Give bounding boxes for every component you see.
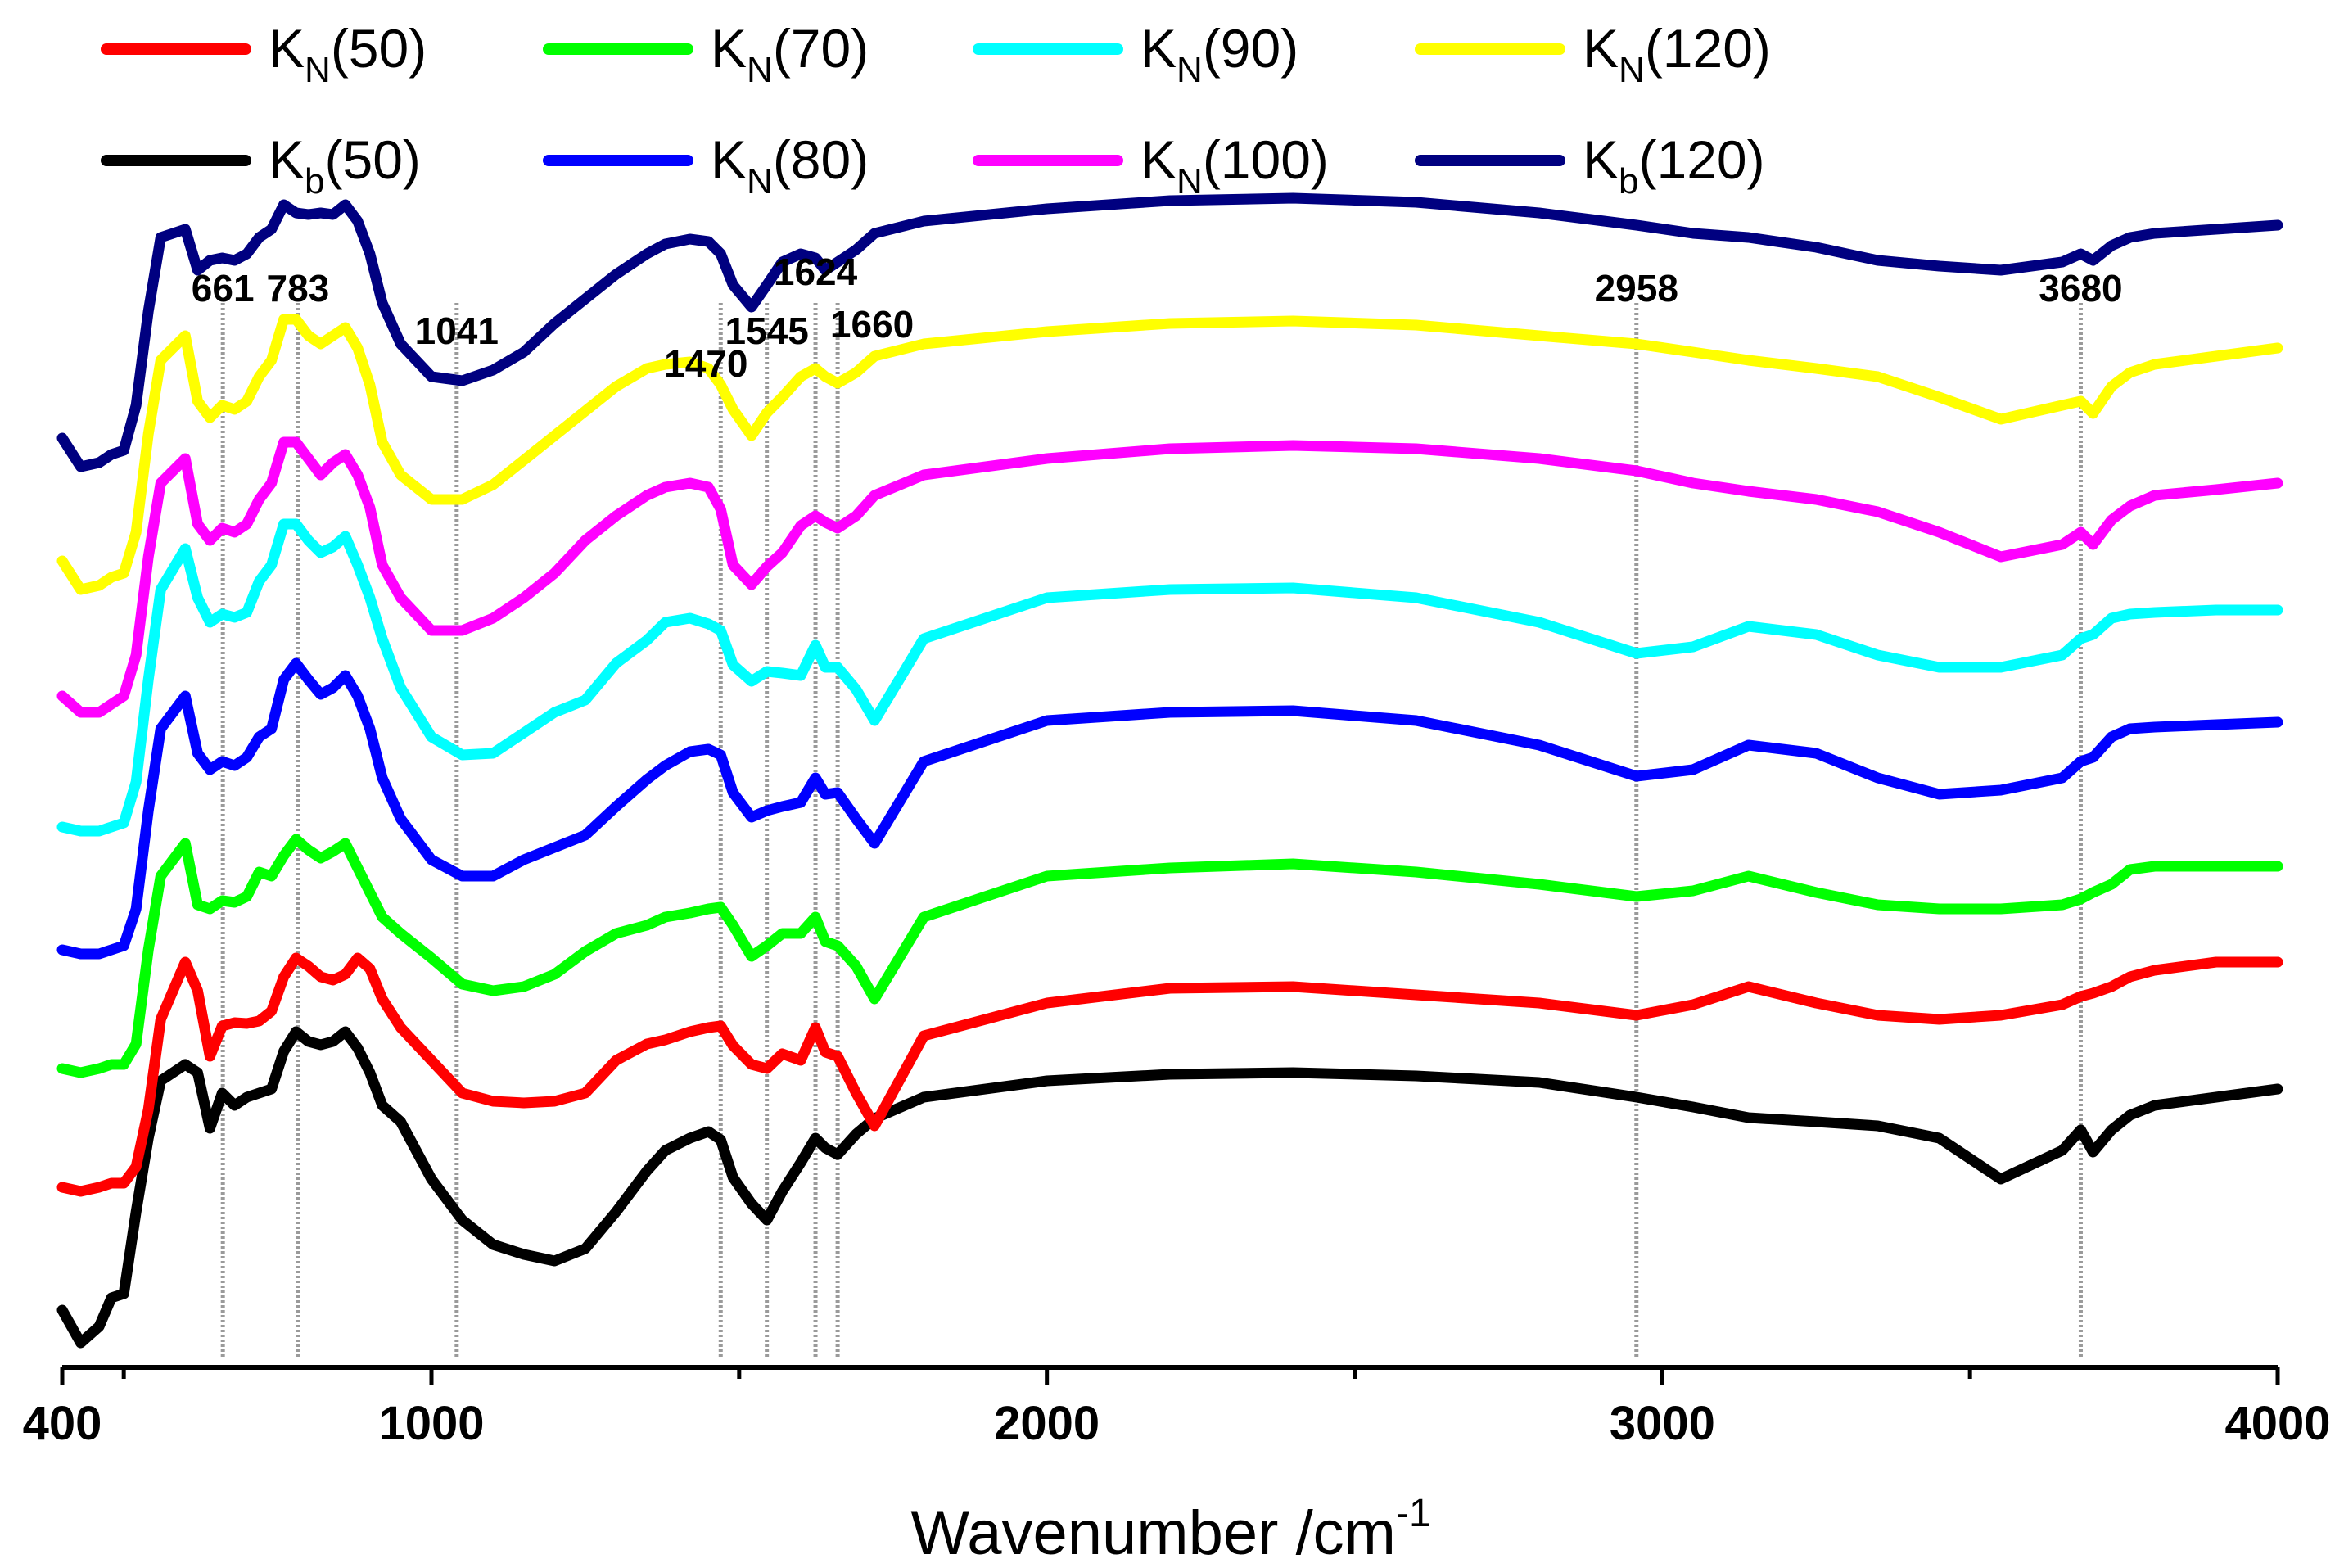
x-axis-title: Wavenumber /cm-1 [910,1492,1430,1568]
legend-label-2: KN(90) [1140,18,1298,90]
x-tick-label: 2000 [994,1397,1100,1450]
peak-label-661: 661 [192,267,255,310]
peak-label-2958: 2958 [1595,267,1678,310]
x-axis: 400 1000 2000 3000 4000 [23,1365,2331,1450]
legend-label-6: KN(100) [1140,129,1329,201]
legend-label-4: Kb(50) [269,129,421,201]
peak-label-3680: 3680 [2039,267,2122,310]
peak-label-1660: 1660 [830,303,914,346]
series-line-kn70 [56,834,2283,1078]
series-line-kn50 [56,952,2283,1197]
x-axis-title-text: Wavenumber /cm [910,1498,1396,1568]
legend-label-1: KN(70) [711,18,869,90]
legend-label-3: KN(120) [1583,18,1771,90]
series-line-kn90 [56,518,2283,837]
series-line-kn120 [56,314,2283,595]
x-axis-title-sup: -1 [1396,1492,1431,1535]
peak-label-1624: 1624 [774,251,858,293]
x-tick-label: 4000 [2224,1397,2330,1450]
legend-label-0: KN(50) [269,18,427,90]
series-line-kn80 [56,657,2283,960]
peak-label-1470: 1470 [664,342,747,385]
peak-marker-lines [220,303,2083,1359]
legend: KN(50) KN(70) KN(90) KN(120) Kb(50) KN(80) KN(… [101,18,1771,201]
series-line-kb50 [56,1026,2283,1349]
x-tick-label: 1000 [378,1397,484,1450]
series-line-kb120 [56,192,2283,472]
peak-label-1041: 1041 [415,310,499,352]
legend-label-5: KN(80) [711,129,869,201]
legend-label-7: Kb(120) [1583,129,1765,201]
series-group [56,192,2283,1349]
series-line-kn100 [56,436,2283,718]
peak-label-1545: 1545 [725,310,808,352]
x-tick-label: 3000 [1610,1397,1715,1450]
peak-label-783: 783 [267,267,330,310]
x-tick-label: 400 [23,1397,102,1450]
